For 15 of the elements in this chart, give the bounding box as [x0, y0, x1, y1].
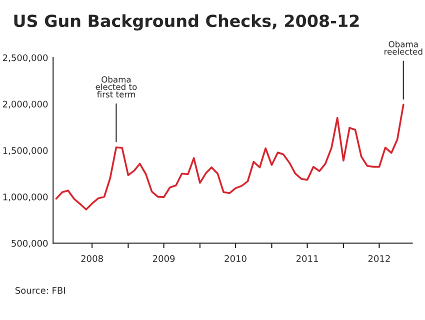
annotation: Obama reelected	[384, 40, 422, 55]
x-tick-label: 2010	[224, 255, 246, 262]
line-series	[55, 104, 404, 210]
y-tick-label: 2,000,000	[2, 100, 48, 108]
x-tick-label: 2009	[152, 255, 175, 262]
source-note: Source: FBI	[15, 286, 65, 294]
y-tick-label: 500,000	[12, 240, 48, 248]
x-tick-label: 2008	[81, 255, 103, 262]
chart-title: US Gun Background Checks, 2008-12	[14, 14, 359, 31]
x-tick-label: 2012	[368, 255, 390, 262]
y-tick-label: 1,500,000	[3, 147, 48, 155]
y-tick-label: 2,500,000	[2, 54, 48, 62]
y-tick-label: 1,000,000	[3, 194, 48, 202]
x-tick-label: 2011	[296, 255, 318, 262]
annotation: Obama elected to first term	[96, 76, 137, 98]
